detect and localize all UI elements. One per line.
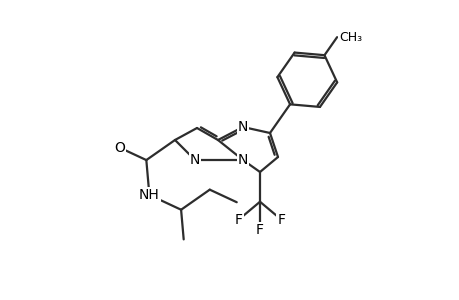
Text: N: N [237, 153, 248, 167]
Text: N: N [237, 120, 248, 134]
Text: NH: NH [139, 188, 159, 202]
Text: F: F [256, 223, 263, 237]
Text: O: O [114, 140, 124, 154]
Text: F: F [234, 213, 242, 227]
Text: N: N [190, 153, 200, 167]
Text: F: F [277, 213, 285, 227]
Text: CH₃: CH₃ [338, 31, 361, 44]
